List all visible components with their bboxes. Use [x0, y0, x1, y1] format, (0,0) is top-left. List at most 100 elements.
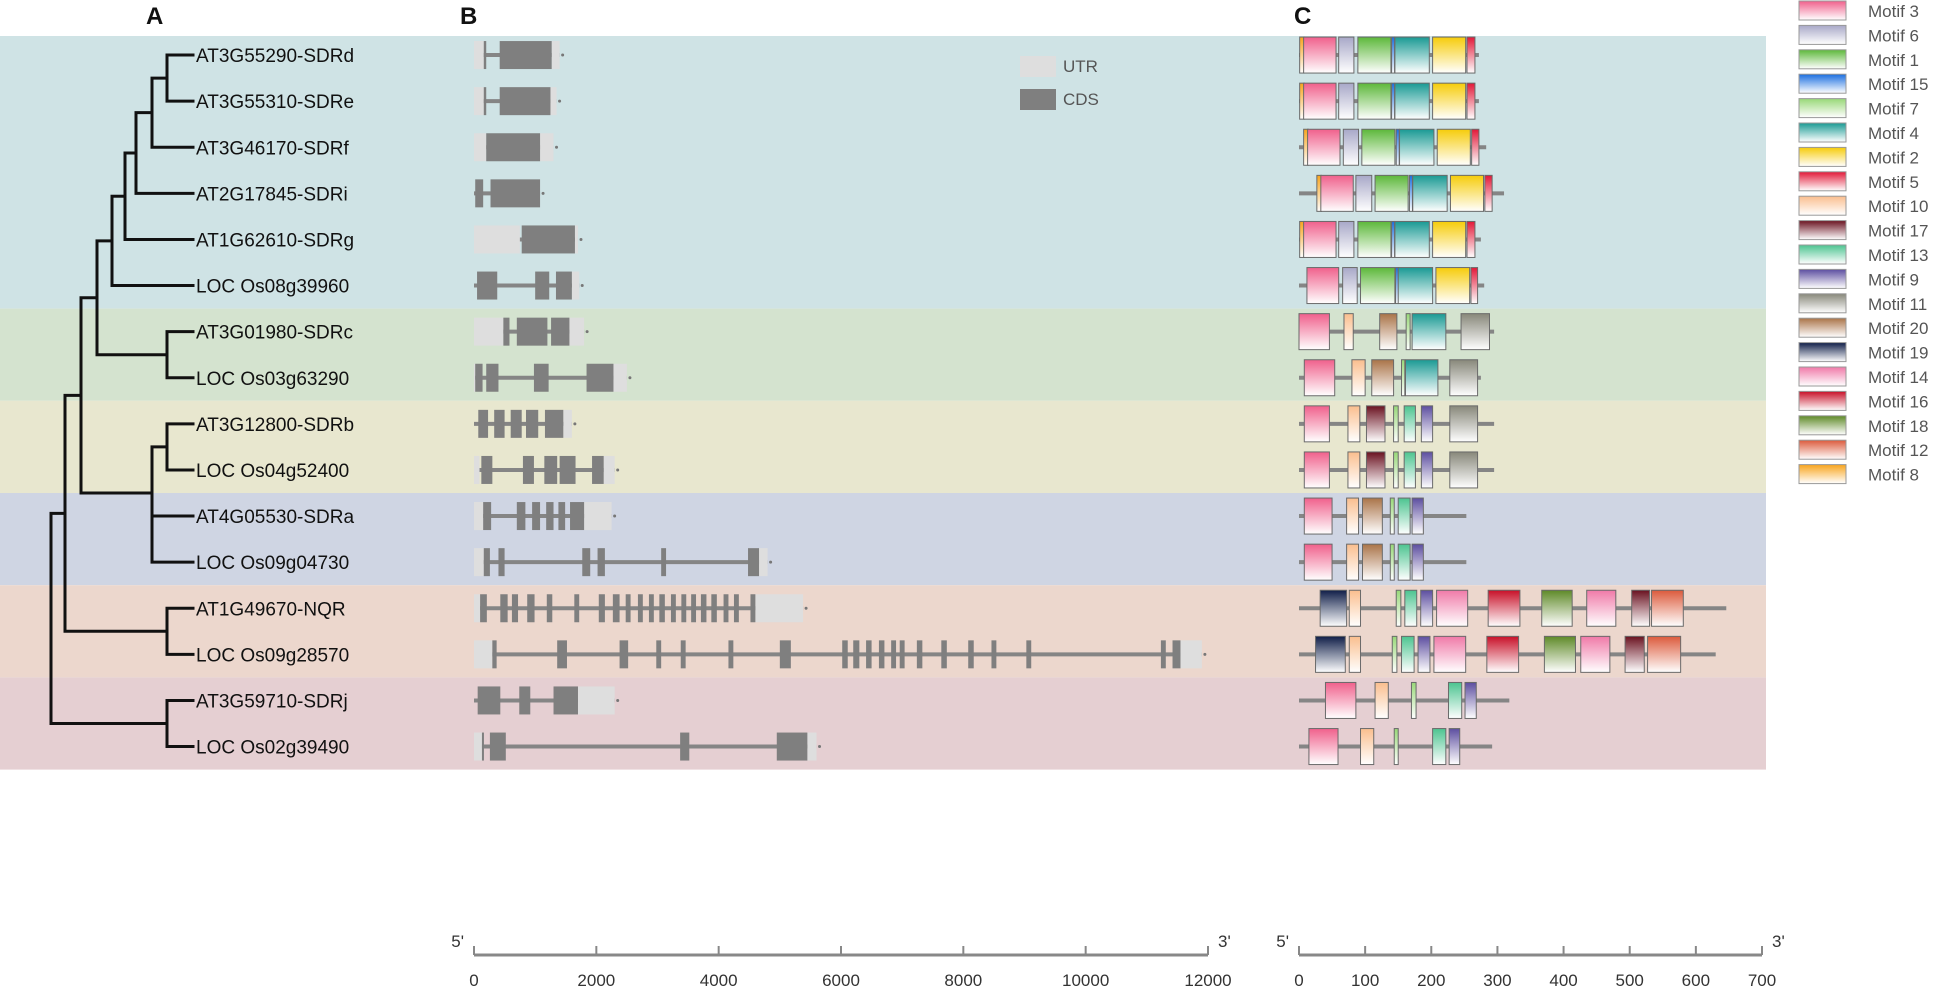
motif-swatch — [1798, 49, 1847, 70]
motif-box — [1389, 497, 1395, 535]
motif-box — [1348, 589, 1362, 627]
motif-box — [1404, 589, 1418, 627]
motif-swatch — [1798, 317, 1847, 338]
gene-end-dot — [628, 376, 632, 380]
cds-block — [941, 640, 947, 669]
cds-block — [483, 87, 487, 116]
motif-box — [1397, 267, 1434, 305]
motif-box — [1466, 82, 1476, 120]
cds-block — [723, 594, 729, 623]
motif-box — [1433, 635, 1467, 673]
utr-block — [569, 317, 585, 346]
motif-swatch — [1798, 244, 1847, 265]
cds-block — [525, 409, 539, 438]
motif-box — [1464, 681, 1477, 719]
utr-block — [474, 41, 484, 70]
motif-box — [1361, 497, 1383, 535]
cds-block — [551, 317, 570, 346]
cds-block — [592, 455, 604, 484]
gene-label: LOC Os03g63290 — [196, 369, 349, 390]
motif-box — [1449, 405, 1479, 443]
motif-box — [1487, 589, 1521, 627]
utr-block — [474, 640, 493, 669]
gene-label: AT3G46170-SDRf — [196, 138, 349, 159]
motif-box — [1365, 451, 1386, 489]
cds-block — [475, 179, 484, 208]
cds-block — [878, 640, 885, 669]
gene-end-dot — [1203, 652, 1207, 656]
motif-row — [1299, 359, 1481, 397]
axis-5prime-label: 5' — [1276, 932, 1289, 951]
motif-box — [1389, 543, 1395, 581]
motif-row — [1299, 82, 1479, 120]
motif-swatch — [1798, 146, 1847, 167]
cds-block — [486, 133, 541, 162]
motif-box — [1401, 359, 1406, 397]
motif-legend-label: Motif 15 — [1868, 75, 1928, 94]
motif-box — [1436, 128, 1471, 166]
gene-end-dot — [616, 468, 620, 472]
motif-box — [1449, 451, 1479, 489]
gene-end-dot — [769, 560, 773, 564]
utr-block — [1180, 640, 1202, 669]
motif-box — [1410, 681, 1417, 719]
cds-block — [546, 594, 553, 623]
cds-block — [533, 363, 549, 392]
motif-box — [1374, 174, 1409, 212]
motif-box — [1432, 82, 1467, 120]
motif-swatch — [1798, 390, 1847, 411]
motif-axis: 0 100 200 300 400 500 600 700 5' 3' — [1276, 932, 1784, 990]
gene-structure-row — [474, 179, 545, 208]
motif-box — [1405, 313, 1411, 351]
axis-tick-label: 0 — [1294, 971, 1303, 990]
gene-labels: AT3G55290-SDRd AT3G55310-SDRe AT3G46170-SD… — [196, 46, 354, 758]
axis-3prime-label: 3' — [1218, 932, 1231, 951]
gene-label: AT1G49670-NQR — [196, 599, 346, 620]
cds-block — [680, 640, 686, 669]
motif-diagrams — [1298, 36, 1727, 766]
utr-block — [474, 455, 480, 484]
cds-block — [728, 640, 734, 669]
cds-block — [544, 455, 558, 484]
gene-structure-row — [474, 225, 583, 254]
gene-label: AT3G01980-SDRc — [196, 323, 353, 344]
motif-swatch — [1798, 0, 1847, 21]
cds-block — [522, 455, 534, 484]
motif-box — [1651, 589, 1684, 627]
motif-box — [1391, 82, 1396, 120]
motif-box — [1303, 220, 1337, 258]
axis-tick-label: 700 — [1748, 971, 1776, 990]
gene-end-dot — [585, 330, 589, 334]
cds-block — [483, 502, 492, 531]
motif-box — [1394, 82, 1430, 120]
cds-block — [711, 594, 717, 623]
axis-tick-label: 300 — [1483, 971, 1511, 990]
gene-end-dot — [561, 53, 565, 57]
cds-block — [516, 317, 548, 346]
group-band — [0, 36, 1766, 309]
cds-block — [557, 640, 567, 669]
cds-block — [544, 409, 564, 438]
motif-box — [1403, 451, 1416, 489]
motif-legend-label: Motif 14 — [1868, 368, 1928, 387]
motif-box — [1307, 128, 1341, 166]
motif-box — [1348, 635, 1362, 673]
motif-legend-label: Motif 5 — [1868, 173, 1919, 192]
cds-block — [499, 41, 552, 70]
utr-block — [474, 317, 504, 346]
cds-block — [659, 594, 665, 623]
motif-box — [1324, 681, 1357, 719]
motif-box — [1397, 543, 1411, 581]
cds-block — [597, 548, 605, 577]
cds-block — [661, 548, 667, 577]
cds-block — [532, 502, 541, 531]
cds-block — [477, 271, 498, 300]
cds-block — [748, 548, 760, 577]
gene-end-dot — [613, 514, 617, 518]
motif-legend-label: Motif 9 — [1868, 270, 1919, 289]
cds-block — [1160, 640, 1166, 669]
cds-block — [648, 594, 654, 623]
motif-box — [1346, 497, 1360, 535]
utr-block — [474, 502, 484, 531]
cds-block — [559, 455, 576, 484]
